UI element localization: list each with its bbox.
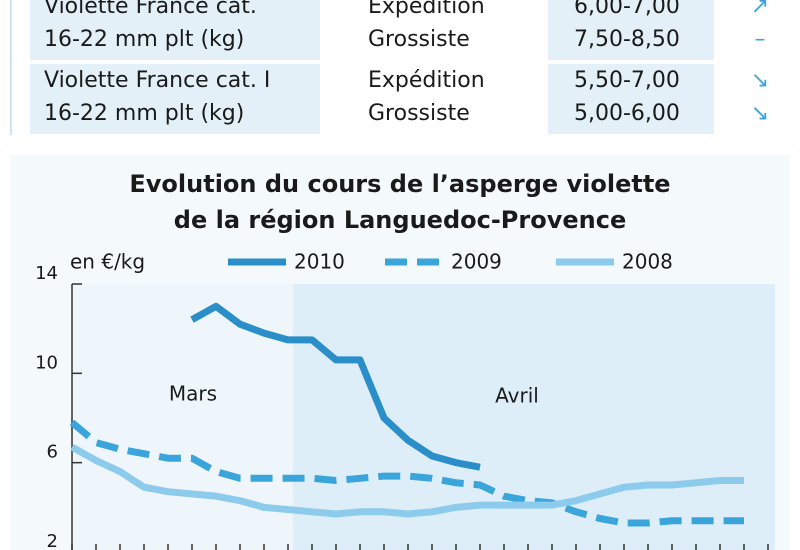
price: 6,00-7,00 <box>574 0 680 19</box>
trend: ↘ <box>751 101 769 126</box>
month-label: Avril <box>495 384 539 408</box>
product: 16-22 mm plt (kg) <box>44 101 244 126</box>
y-tick-label: 14 <box>35 263 58 284</box>
month-label: Mars <box>169 382 217 406</box>
price-cell <box>548 64 714 134</box>
trend: ↘ <box>751 68 769 93</box>
price: 5,00-6,00 <box>574 101 680 126</box>
legend-label: 2009 <box>451 250 502 274</box>
product: Violette France cat. I <box>44 68 270 93</box>
market: Expédition <box>368 68 485 93</box>
series-line <box>70 443 744 518</box>
y-tick-label: 6 <box>47 442 58 463</box>
y-tick-label: 10 <box>35 352 58 373</box>
trend: ↗ <box>751 0 769 19</box>
chart-title: Evolution du cours de l’asperge violette <box>129 170 670 198</box>
product-cell <box>30 0 320 60</box>
price: 7,50-8,50 <box>574 27 680 52</box>
series-line <box>69 419 744 527</box>
price: 5,50-7,00 <box>574 68 680 93</box>
product: 16-22 mm plt (kg) <box>44 27 244 52</box>
legend-label: 2008 <box>622 250 673 274</box>
trend: – <box>755 27 766 52</box>
market: Grossiste <box>368 27 470 52</box>
table-border <box>10 0 12 135</box>
y-axis-label: en €/kg <box>70 250 145 274</box>
product: Violette France cat. <box>44 0 257 19</box>
market: Grossiste <box>368 101 470 126</box>
legend-label: 2010 <box>294 250 345 274</box>
y-tick-label: 2 <box>47 531 58 550</box>
mars-region <box>72 284 293 550</box>
market: Expédition <box>368 0 485 19</box>
product-cell <box>30 64 320 134</box>
series-line <box>190 302 481 471</box>
price-cell <box>548 0 714 60</box>
chart-title: de la région Languedoc-Provence <box>174 206 626 234</box>
